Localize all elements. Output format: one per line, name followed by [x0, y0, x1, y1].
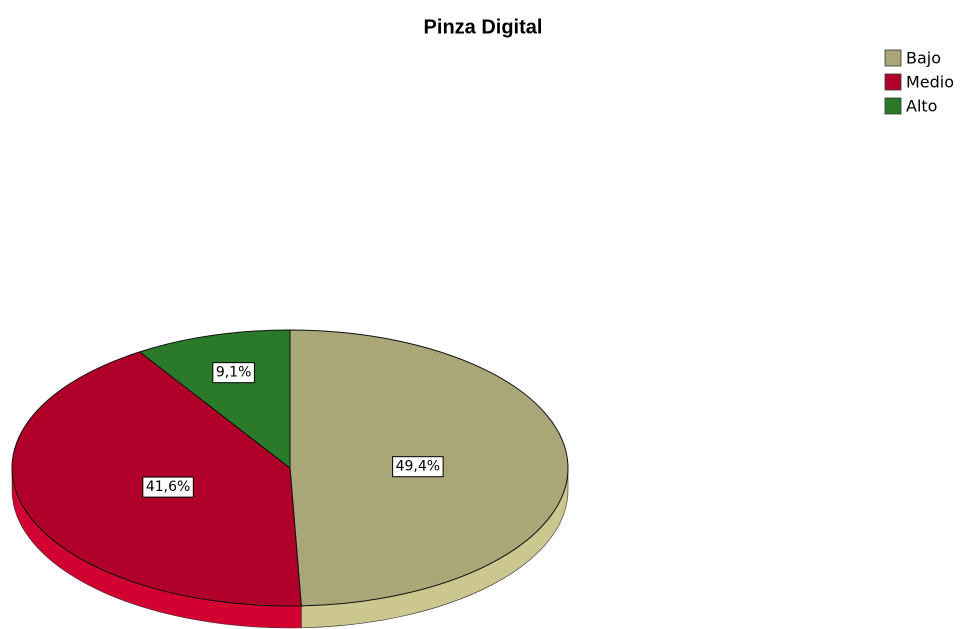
chart-title: Pinza Digital	[424, 16, 543, 38]
legend-label: Bajo	[906, 49, 941, 68]
value-label-box	[142, 476, 194, 498]
legend-label: Alto	[906, 97, 937, 116]
value-label: 49,4%	[396, 459, 440, 475]
value-label: 41,6%	[146, 479, 190, 495]
value-label-box	[212, 362, 255, 384]
value-label-box	[392, 456, 444, 478]
value-labels: 49,4% 41,6% 9,1%	[142, 362, 444, 498]
legend-label: Medio	[906, 73, 954, 92]
legend-swatch	[884, 97, 902, 115]
legend-swatch	[884, 73, 902, 91]
pie-tops	[11, 329, 569, 607]
legend: Bajo Medio Alto	[884, 49, 954, 116]
legend-swatch	[884, 49, 902, 67]
value-label: 9,1%	[216, 365, 252, 381]
